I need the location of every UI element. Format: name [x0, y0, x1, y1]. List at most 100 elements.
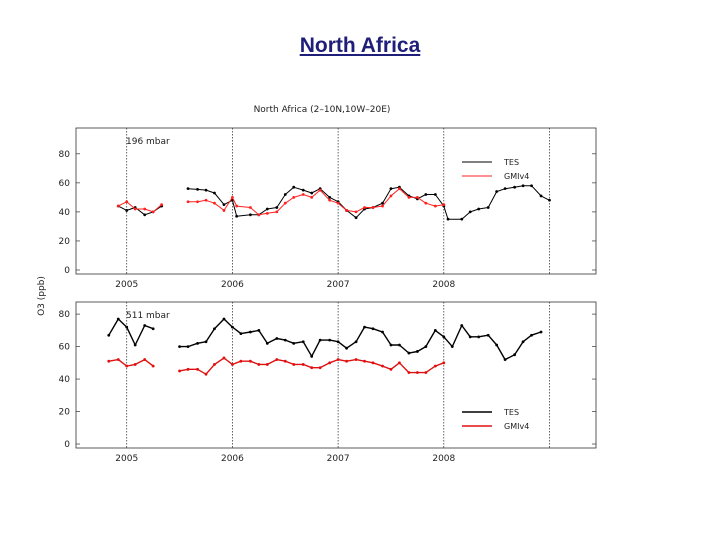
- data-point: [196, 368, 199, 371]
- data-point: [416, 350, 419, 353]
- data-point: [196, 342, 199, 345]
- data-point: [310, 355, 313, 358]
- data-point: [487, 334, 490, 337]
- data-point: [477, 335, 480, 338]
- data-point: [292, 363, 295, 366]
- legend-label: TES: [503, 158, 519, 167]
- y-tick-label: 80: [59, 310, 71, 320]
- data-point: [125, 200, 128, 203]
- data-point: [266, 212, 269, 215]
- data-point: [284, 193, 287, 196]
- data-point: [337, 340, 340, 343]
- data-point: [223, 318, 226, 321]
- data-point: [257, 329, 260, 332]
- data-point: [143, 358, 146, 361]
- data-point: [424, 371, 427, 374]
- data-point: [275, 210, 278, 213]
- data-point: [275, 206, 278, 209]
- data-point: [495, 190, 498, 193]
- data-point: [257, 363, 260, 366]
- data-point: [302, 193, 305, 196]
- data-point: [275, 337, 278, 340]
- y-tick-label: 0: [64, 440, 70, 450]
- x-tick-label: 2006: [221, 454, 244, 464]
- data-point: [239, 332, 242, 335]
- data-point: [249, 331, 252, 334]
- y-tick-label: 0: [64, 266, 70, 276]
- data-point: [372, 206, 375, 209]
- legend-label: TES: [503, 408, 519, 417]
- data-point: [355, 216, 358, 219]
- panel-label: 511 mbar: [126, 311, 170, 321]
- data-point: [540, 195, 543, 198]
- data-point: [424, 202, 427, 205]
- panel-1: 0 20 40 60 80 2005 2006 2007 2008 511 mbar TES GMIv…: [59, 302, 596, 464]
- data-point: [434, 205, 437, 208]
- data-point: [302, 340, 305, 343]
- data-point: [530, 184, 533, 187]
- data-point: [328, 361, 331, 364]
- data-point: [310, 366, 313, 369]
- data-point: [107, 360, 110, 363]
- data-point: [434, 329, 437, 332]
- x-tick-label: 2007: [327, 280, 350, 290]
- panel-0: 0 20 40 60 80 2005 2006 2007 2008 196 mbar TES GMIv…: [59, 128, 596, 290]
- legend-label: GMIv4: [504, 422, 529, 431]
- data-point: [266, 208, 269, 211]
- data-point: [372, 361, 375, 364]
- x-tick-label: 2008: [432, 454, 455, 464]
- data-point: [548, 199, 551, 202]
- y-tick-label: 20: [59, 237, 71, 247]
- data-point: [408, 371, 411, 374]
- data-point: [345, 347, 348, 350]
- data-point: [205, 373, 208, 376]
- data-point: [125, 326, 128, 329]
- data-point: [213, 363, 216, 366]
- series-line: [180, 358, 444, 374]
- series-tes: [117, 184, 551, 220]
- series-line: [109, 319, 153, 345]
- data-point: [442, 335, 445, 338]
- y-tick-label: 40: [59, 208, 71, 218]
- x-tick-label: 2007: [327, 454, 350, 464]
- data-point: [434, 193, 437, 196]
- data-point: [213, 202, 216, 205]
- data-point: [310, 192, 313, 195]
- y-tick-label: 80: [59, 150, 71, 160]
- data-point: [355, 340, 358, 343]
- data-point: [345, 360, 348, 363]
- data-point: [284, 360, 287, 363]
- series-line: [118, 202, 161, 212]
- data-point: [372, 327, 375, 330]
- data-point: [160, 203, 163, 206]
- data-point: [152, 210, 155, 213]
- data-point: [187, 345, 190, 348]
- data-point: [345, 209, 348, 212]
- data-point: [522, 184, 525, 187]
- data-point: [442, 203, 445, 206]
- series-tes: [107, 318, 542, 361]
- data-point: [416, 371, 419, 374]
- data-point: [125, 209, 128, 212]
- data-point: [495, 344, 498, 347]
- data-point: [302, 363, 305, 366]
- data-point: [398, 344, 401, 347]
- x-tick-label: 2005: [115, 454, 138, 464]
- data-point: [266, 342, 269, 345]
- data-point: [196, 200, 199, 203]
- data-point: [540, 331, 543, 334]
- data-point: [424, 345, 427, 348]
- data-point: [513, 186, 516, 189]
- data-point: [513, 353, 516, 356]
- data-point: [275, 358, 278, 361]
- data-point: [117, 358, 120, 361]
- data-point: [223, 357, 226, 360]
- data-point: [231, 196, 234, 199]
- data-point: [302, 189, 305, 192]
- data-point: [152, 327, 155, 330]
- data-point: [530, 334, 533, 337]
- data-point: [187, 200, 190, 203]
- data-point: [117, 205, 120, 208]
- data-point: [469, 210, 472, 213]
- data-point: [337, 358, 340, 361]
